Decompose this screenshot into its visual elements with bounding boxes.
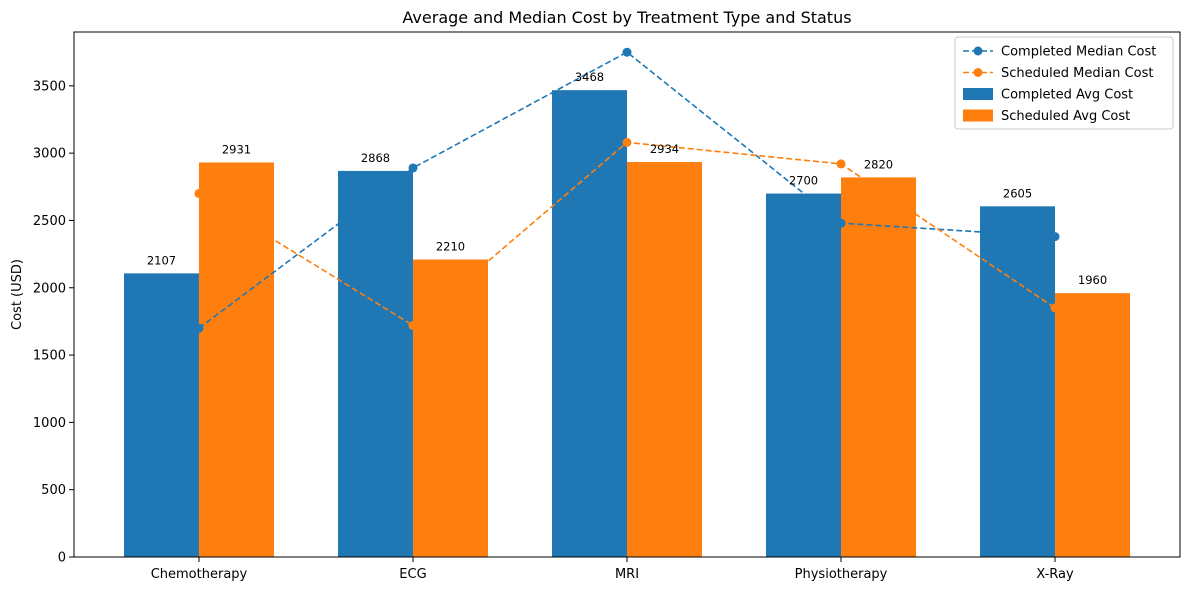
- scheduled-median-point-x-ray: [1050, 303, 1060, 313]
- completed-avg-bar-x-ray: [980, 206, 1056, 558]
- completed-median-point-x-ray: [1050, 232, 1060, 242]
- completed-avg-bar-ecg: [337, 170, 413, 557]
- legend-box: [954, 36, 1174, 130]
- x-tick-label: X-Ray: [1036, 567, 1074, 582]
- completed-median-point-physiotherapy: [836, 218, 846, 228]
- scheduled-avg-value-chemotherapy: 2931: [222, 142, 251, 156]
- scheduled-avg-bar-mri: [627, 162, 702, 558]
- completed-avg-bar-chemotherapy: [123, 273, 199, 557]
- legend-marker-swatch: [973, 46, 983, 56]
- completed-avg-value-physiotherapy: 2700: [789, 174, 818, 188]
- value-labels-layer: 2107 2868 3468 2700 2605 2931 2210 2934 2820 1960: [147, 70, 1107, 287]
- completed-avg-value-chemotherapy: 2107: [147, 253, 176, 267]
- chart-title: Average and Median Cost by Treatment Typ…: [402, 8, 851, 27]
- median-lines-layer: [194, 47, 1060, 333]
- completed-avg-value-ecg: 2868: [361, 151, 390, 165]
- y-tick-label: 0: [58, 551, 66, 566]
- legend-label: Completed Avg Cost: [1001, 88, 1133, 103]
- scheduled-median-point-physiotherapy: [836, 159, 846, 169]
- y-tick-label: 1500: [33, 349, 66, 364]
- x-axis-ticks: Chemotherapy ECG MRI Physiotherapy X-Ray: [151, 557, 1074, 582]
- completed-avg-bar-mri: [552, 90, 627, 558]
- y-tick-label: 1000: [33, 416, 66, 431]
- completed-median-point-ecg: [408, 163, 418, 173]
- x-tick-label: Chemotherapy: [151, 567, 248, 582]
- scheduled-median-point-chemotherapy: [194, 189, 204, 199]
- scheduled-avg-value-mri: 2934: [650, 142, 679, 156]
- scheduled-median-point-ecg: [408, 320, 418, 330]
- scheduled-avg-bar-ecg: [412, 259, 488, 557]
- bars-layer: [123, 90, 1131, 558]
- scheduled-avg-value-physiotherapy: 2820: [864, 157, 893, 171]
- legend-bar-swatch: [963, 109, 993, 122]
- y-tick-label: 2500: [33, 214, 66, 229]
- completed-avg-bar-physiotherapy: [766, 193, 842, 558]
- completed-median-line: [198, 51, 1056, 329]
- completed-median-point-mri: [622, 47, 632, 57]
- legend: Completed Median Cost Scheduled Median Co…: [954, 36, 1174, 130]
- y-tick-label: 2000: [33, 281, 66, 296]
- x-tick-label: ECG: [399, 567, 426, 582]
- legend-label: Completed Median Cost: [1001, 45, 1156, 60]
- completed-avg-value-x-ray: 2605: [1003, 186, 1032, 200]
- x-tick-label: Physiotherapy: [795, 567, 888, 582]
- x-tick-label: MRI: [615, 567, 639, 582]
- completed-median-point-chemotherapy: [194, 323, 204, 333]
- y-axis-label: Cost (USD): [10, 259, 25, 330]
- y-tick-label: 500: [41, 483, 66, 498]
- legend-bar-swatch: [963, 88, 993, 100]
- scheduled-avg-value-ecg: 2210: [436, 240, 465, 254]
- completed-avg-value-mri: 3468: [575, 70, 604, 84]
- scheduled-avg-bar-chemotherapy: [198, 162, 274, 557]
- scheduled-avg-bar-physiotherapy: [841, 177, 917, 557]
- scheduled-avg-bar-x-ray: [1055, 293, 1131, 557]
- legend-label: Scheduled Median Cost: [1001, 66, 1153, 81]
- y-tick-label: 3000: [33, 147, 66, 162]
- legend-marker-swatch: [973, 68, 983, 77]
- y-axis-ticks: 0 500 1000 1500 2000 2500 3000 3500: [33, 79, 74, 566]
- scheduled-median-point-mri: [622, 137, 632, 147]
- scheduled-avg-value-x-ray: 1960: [1078, 273, 1107, 287]
- legend-label: Scheduled Avg Cost: [1001, 109, 1130, 124]
- y-tick-label: 3500: [33, 79, 66, 94]
